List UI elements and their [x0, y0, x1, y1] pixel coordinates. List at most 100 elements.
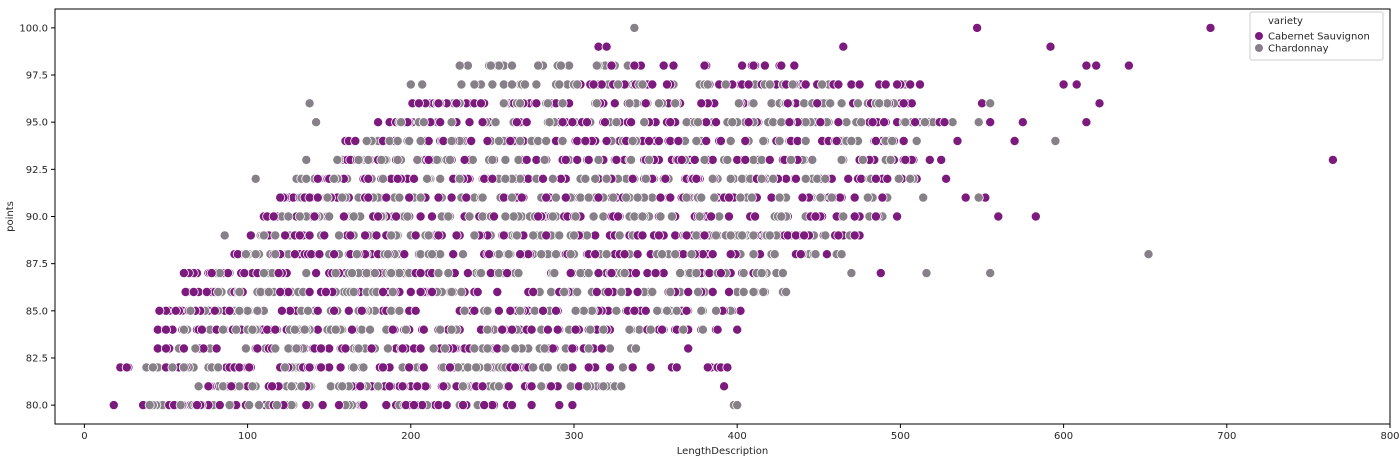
point-chardonnay	[711, 230, 722, 241]
point-chardonnay	[551, 249, 562, 260]
point-cabernet-sauvignon	[441, 400, 452, 411]
point-cabernet-sauvignon	[662, 79, 673, 90]
point-chardonnay	[426, 249, 437, 260]
point-cabernet-sauvignon	[750, 211, 761, 222]
point-chardonnay	[394, 305, 405, 316]
point-cabernet-sauvignon	[472, 286, 483, 297]
point-cabernet-sauvignon	[477, 381, 488, 392]
point-cabernet-sauvignon	[392, 173, 403, 184]
point-cabernet-sauvignon	[329, 305, 340, 316]
point-cabernet-sauvignon	[346, 324, 357, 335]
point-cabernet-sauvignon	[466, 135, 477, 146]
point-chardonnay	[520, 79, 531, 90]
point-chardonnay	[652, 305, 663, 316]
point-chardonnay	[348, 362, 359, 373]
point-cabernet-sauvignon	[557, 117, 568, 128]
point-chardonnay	[857, 154, 868, 165]
point-cabernet-sauvignon	[603, 286, 614, 297]
point-cabernet-sauvignon	[554, 400, 565, 411]
point-cabernet-sauvignon	[384, 381, 395, 392]
point-chardonnay	[820, 230, 831, 241]
point-cabernet-sauvignon	[312, 305, 323, 316]
point-chardonnay	[271, 400, 282, 411]
point-cabernet-sauvignon	[397, 343, 408, 354]
point-cabernet-sauvignon	[870, 211, 881, 222]
point-chardonnay	[234, 305, 245, 316]
point-chardonnay	[456, 79, 467, 90]
point-cabernet-sauvignon	[627, 362, 638, 373]
point-cabernet-sauvignon	[343, 305, 354, 316]
point-chardonnay	[639, 117, 650, 128]
point-cabernet-sauvignon	[626, 117, 637, 128]
point-cabernet-sauvignon	[691, 173, 702, 184]
point-cabernet-sauvignon	[363, 192, 374, 203]
point-cabernet-sauvignon	[706, 211, 717, 222]
point-cabernet-sauvignon	[381, 192, 392, 203]
point-chardonnay	[918, 192, 929, 203]
point-cabernet-sauvignon	[640, 98, 651, 109]
point-chardonnay	[776, 211, 787, 222]
point-cabernet-sauvignon	[924, 154, 935, 165]
point-cabernet-sauvignon	[644, 135, 655, 146]
x-tick-label: 200	[401, 431, 420, 442]
point-cabernet-sauvignon	[905, 79, 916, 90]
point-chardonnay	[624, 324, 635, 335]
point-cabernet-sauvignon	[854, 79, 865, 90]
point-chardonnay	[637, 211, 648, 222]
point-chardonnay	[572, 286, 583, 297]
point-cabernet-sauvignon	[461, 192, 472, 203]
point-chardonnay	[985, 98, 996, 109]
point-cabernet-sauvignon	[870, 135, 881, 146]
point-cabernet-sauvignon	[340, 343, 351, 354]
point-cabernet-sauvignon	[572, 154, 583, 165]
point-cabernet-sauvignon	[404, 362, 415, 373]
point-cabernet-sauvignon	[645, 362, 656, 373]
point-chardonnay	[921, 268, 932, 279]
point-chardonnay	[286, 381, 297, 392]
point-chardonnay	[250, 173, 261, 184]
point-cabernet-sauvignon	[203, 381, 214, 392]
point-cabernet-sauvignon	[244, 362, 255, 373]
point-chardonnay	[800, 173, 811, 184]
point-chardonnay	[810, 249, 821, 260]
point-cabernet-sauvignon	[898, 135, 909, 146]
y-axis-label: points	[5, 201, 16, 232]
point-cabernet-sauvignon	[665, 192, 676, 203]
point-chardonnay	[330, 268, 341, 279]
point-chardonnay	[457, 249, 468, 260]
point-cabernet-sauvignon	[567, 400, 578, 411]
point-cabernet-sauvignon	[188, 286, 199, 297]
point-chardonnay	[263, 286, 274, 297]
point-chardonnay	[433, 268, 444, 279]
point-chardonnay	[270, 343, 281, 354]
point-chardonnay	[503, 249, 514, 260]
point-cabernet-sauvignon	[696, 98, 707, 109]
point-cabernet-sauvignon	[273, 268, 284, 279]
point-cabernet-sauvignon	[462, 268, 473, 279]
point-chardonnay	[454, 173, 465, 184]
point-cabernet-sauvignon	[712, 324, 723, 335]
point-cabernet-sauvignon	[882, 173, 893, 184]
point-chardonnay	[807, 154, 818, 165]
point-chardonnay	[781, 286, 792, 297]
point-chardonnay	[258, 268, 269, 279]
point-chardonnay	[234, 286, 245, 297]
point-chardonnay	[528, 230, 539, 241]
point-chardonnay	[758, 286, 769, 297]
point-cabernet-sauvignon	[531, 98, 542, 109]
point-chardonnay	[487, 154, 498, 165]
point-chardonnay	[487, 79, 498, 90]
point-cabernet-sauvignon	[683, 343, 694, 354]
point-cabernet-sauvignon	[319, 230, 330, 241]
point-chardonnay	[836, 154, 847, 165]
point-chardonnay	[570, 305, 581, 316]
point-cabernet-sauvignon	[304, 362, 315, 373]
point-cabernet-sauvignon	[309, 211, 320, 222]
point-cabernet-sauvignon	[391, 211, 402, 222]
point-chardonnay	[167, 362, 178, 373]
point-cabernet-sauvignon	[833, 79, 844, 90]
point-chardonnay	[691, 268, 702, 279]
point-cabernet-sauvignon	[245, 230, 256, 241]
x-tick-label: 800	[1380, 431, 1399, 442]
point-cabernet-sauvignon	[632, 286, 643, 297]
